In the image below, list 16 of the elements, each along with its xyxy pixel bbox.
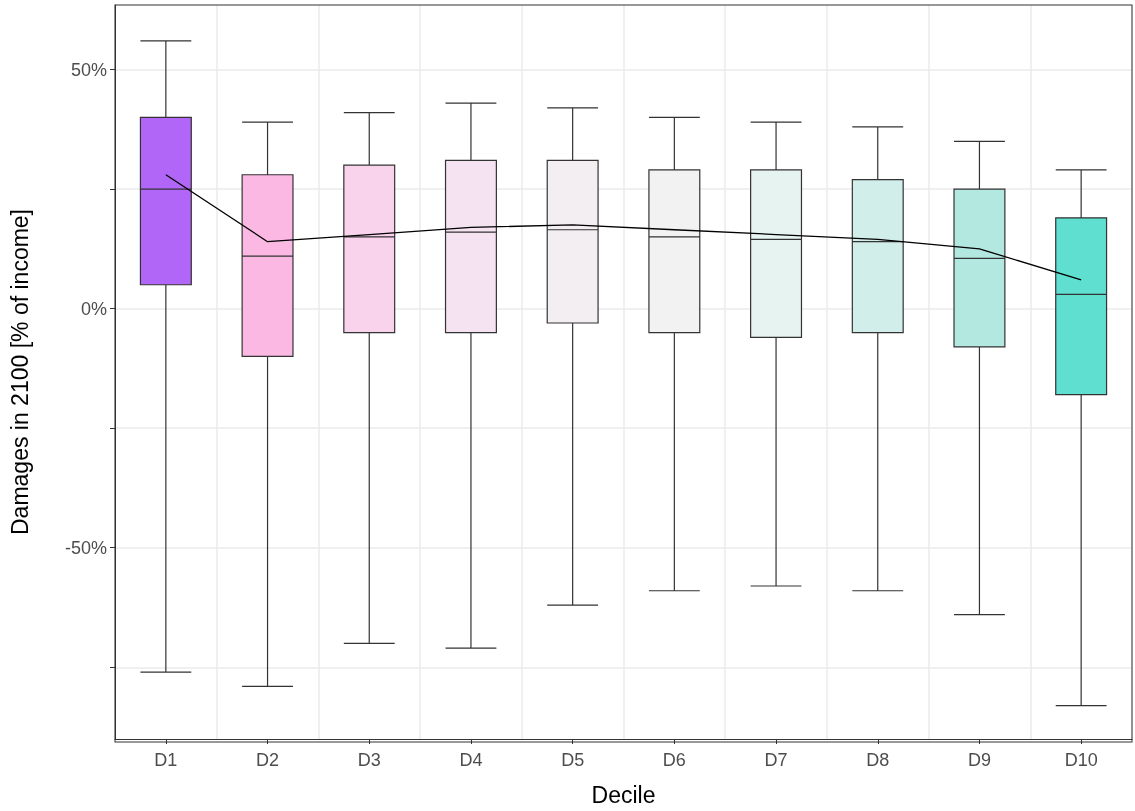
x-tick-label: D2 xyxy=(256,750,280,770)
line-series xyxy=(165,174,1082,281)
x-axis-title: Decile xyxy=(591,781,656,808)
x-tick-label: D5 xyxy=(561,750,585,770)
x-tick-label: D9 xyxy=(967,750,991,770)
x-tick-label: D8 xyxy=(866,750,890,770)
y-tick-label: -50% xyxy=(64,537,107,558)
y-tick-label: 0% xyxy=(80,298,107,319)
y-tick-label: 50% xyxy=(70,59,107,80)
x-tick-label: D3 xyxy=(357,750,381,770)
x-tick-label: D7 xyxy=(764,750,788,770)
x-tick-label: D4 xyxy=(459,750,483,770)
y-axis-title: Damages in 2100 [% of income] xyxy=(6,208,33,536)
x-tick-label: D10 xyxy=(1064,750,1098,770)
x-tick-label: D6 xyxy=(662,750,686,770)
x-tick-label: D1 xyxy=(154,750,178,770)
